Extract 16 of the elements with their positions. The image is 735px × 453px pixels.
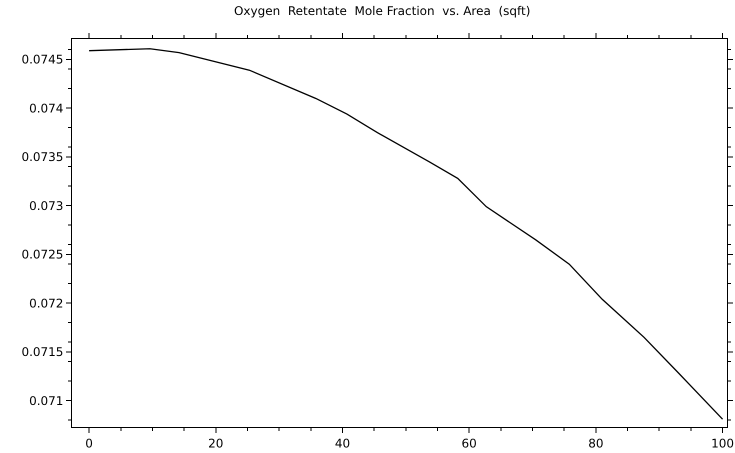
y-tick-label: 0.0735 [21,150,64,164]
x-tick-label: 20 [208,436,224,451]
line-series [88,48,724,420]
y-tick-label: 0.071 [29,394,64,408]
x-tick-label: 80 [588,436,604,451]
y-tick-label: 0.073 [29,198,64,213]
y-tick-label: 0.072 [29,296,64,310]
x-tick-label: 100 [711,436,734,451]
x-tick-label: 40 [334,436,350,451]
y-tick-label: 0.0715 [21,345,64,360]
chart-title: Oxygen Retentate Mole Fraction vs. Area (sqft) [234,4,530,18]
y-tick-label: 0.0745 [21,52,64,67]
x-tick-label: 0 [85,436,93,451]
y-tick-label: 0.0725 [21,248,64,262]
y-tick-label: 0.074 [29,101,64,116]
x-tick-label: 60 [462,436,477,451]
